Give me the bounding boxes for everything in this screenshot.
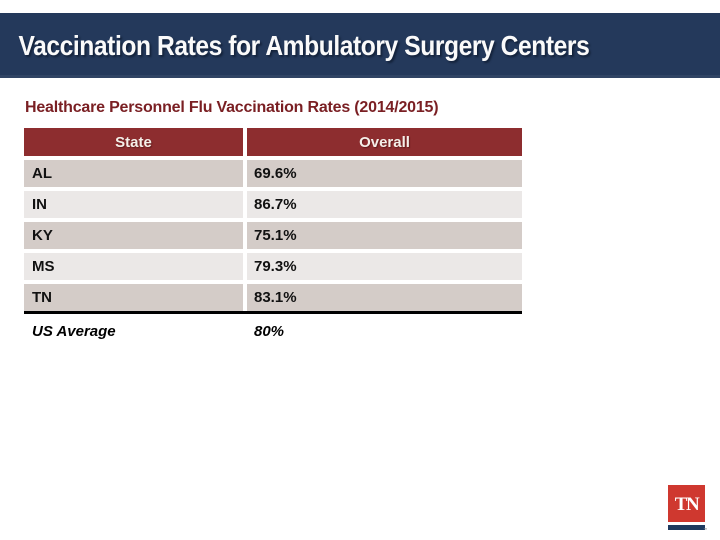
column-header-state: State <box>24 128 243 156</box>
state-cell-ky: KY <box>24 222 243 249</box>
overall-cell-al: 69.6% <box>247 160 522 187</box>
overall-cell-ms: 79.3% <box>247 253 522 280</box>
state-cell-ms: MS <box>24 253 243 280</box>
subtitle: Healthcare Personnel Flu Vaccination Rat… <box>25 99 439 116</box>
state-cell-in: IN <box>24 191 243 218</box>
tn-logo-text: TN <box>674 493 700 515</box>
state-cell-tn: TN <box>24 284 243 311</box>
state-cell-al: AL <box>24 160 243 187</box>
us-average-row: US Average 80% <box>24 318 522 344</box>
trademark-mark: ™ <box>703 527 708 532</box>
tn-logo-square: TN <box>668 485 705 522</box>
column-header-overall: Overall <box>247 128 522 156</box>
overall-cell-tn: 83.1% <box>247 284 522 311</box>
page-title: Vaccination Rates for Ambulatory Surgery… <box>18 29 590 61</box>
table-grid: State Overall AL 69.6% IN 86.7% KY 75.1%… <box>24 128 522 311</box>
title-bar: Vaccination Rates for Ambulatory Surgery… <box>0 13 720 78</box>
tn-logo-bar <box>668 525 705 530</box>
vaccination-table: State Overall AL 69.6% IN 86.7% KY 75.1%… <box>24 128 522 344</box>
us-average-label: US Average <box>32 322 116 340</box>
us-average-value: 80% <box>254 322 285 340</box>
overall-cell-ky: 75.1% <box>247 222 522 249</box>
overall-cell-in: 86.7% <box>247 191 522 218</box>
tn-logo: TN ™ <box>668 485 708 532</box>
table-bottom-rule <box>24 311 522 314</box>
